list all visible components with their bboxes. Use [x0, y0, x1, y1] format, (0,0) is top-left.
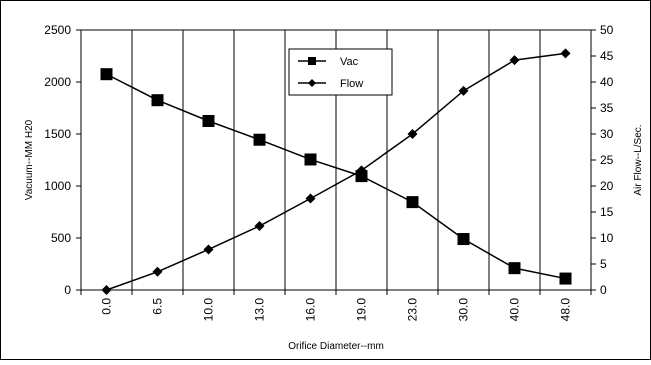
data-point-vac — [202, 115, 215, 127]
data-point-vac — [151, 94, 164, 107]
legend: Vac Flow — [288, 48, 393, 96]
x-tick-label: 10.0 — [202, 298, 216, 322]
legend-label-vac: Vac — [340, 56, 359, 68]
y-right-tick-label: 15 — [600, 205, 614, 219]
y-right-tick-label: 25 — [600, 153, 614, 167]
y-left-tick-label: 2000 — [44, 75, 71, 89]
y-axis-left-title: Vacuum--MM H20 — [24, 119, 35, 200]
y-left-tick-label: 2500 — [44, 23, 71, 37]
y-right-tick-label: 10 — [600, 231, 614, 245]
y-left-tick-label: 1500 — [44, 127, 71, 141]
x-tick-label: 6.5 — [151, 298, 165, 315]
x-tick-label: 16.0 — [304, 298, 318, 322]
data-point-vac — [253, 133, 266, 146]
series-line-vac — [106, 73, 566, 280]
data-point-vac — [100, 68, 113, 81]
data-point-vac — [559, 272, 572, 285]
legend-marker-vac — [308, 57, 316, 65]
y-right-tick-label: 20 — [600, 179, 614, 193]
data-point-vac — [508, 262, 521, 275]
x-tick-label: 23.0 — [406, 298, 420, 322]
y-right-tick-label: 40 — [600, 75, 614, 89]
y-right-tick-label: 30 — [600, 127, 614, 141]
axis-layer: 0 500 1000 1500 2000 2500 0 5 10 15 20 25 30 35 40 45 50… — [44, 23, 613, 321]
data-point-vac — [406, 196, 419, 209]
y-left-tick-label: 0 — [64, 283, 71, 297]
x-axis-title: Orifice Diameter--mm — [288, 341, 384, 352]
x-tick-label: 48.0 — [559, 298, 573, 322]
data-point-flow — [152, 266, 163, 277]
data-point-vac — [304, 153, 317, 166]
x-tick-label: 40.0 — [508, 298, 522, 322]
data-point-flow — [407, 129, 418, 139]
data-point-vac — [355, 170, 368, 183]
y-left-tick-label: 1000 — [44, 179, 71, 193]
series-layer — [100, 48, 572, 295]
data-point-flow — [254, 221, 265, 232]
x-tick-label: 30.0 — [457, 298, 471, 322]
y-right-tick-label: 45 — [600, 49, 614, 63]
series-line-flow — [106, 52, 566, 291]
data-point-flow — [203, 244, 214, 255]
data-point-vac — [457, 233, 470, 246]
x-tick-label: 0.0 — [100, 298, 114, 315]
x-tick-label: 19.0 — [355, 298, 369, 322]
data-point-flow — [560, 48, 571, 59]
y-right-tick-label: 50 — [600, 23, 614, 37]
data-point-flow — [101, 285, 112, 295]
data-point-flow — [509, 55, 520, 66]
data-point-flow — [305, 193, 316, 204]
data-point-flow — [458, 85, 469, 96]
y-left-tick-label: 500 — [51, 231, 71, 245]
y-axis-right-title: Air Flow--L/Sec. — [633, 124, 644, 195]
legend-marker-flow — [308, 79, 316, 87]
legend-box — [288, 48, 393, 96]
data-point-flow — [356, 165, 367, 176]
y-right-tick-label: 35 — [600, 101, 614, 115]
legend-label-flow: Flow — [340, 78, 363, 90]
y-right-tick-label: 0 — [600, 283, 607, 297]
y-right-tick-label: 5 — [600, 257, 607, 271]
x-tick-label: 13.0 — [253, 298, 267, 322]
